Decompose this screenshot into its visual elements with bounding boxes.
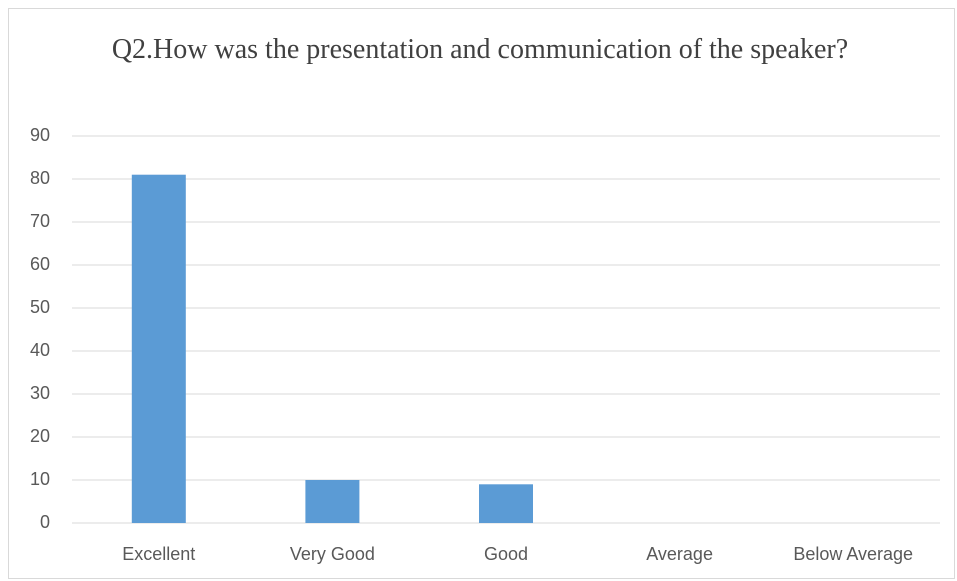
y-tick-label: 20 — [30, 426, 50, 446]
y-tick-label: 30 — [30, 383, 50, 403]
bar — [479, 484, 533, 523]
y-tick-label: 0 — [40, 512, 50, 532]
y-tick-label: 60 — [30, 254, 50, 274]
x-tick-label: Below Average — [793, 544, 913, 564]
bar — [131, 174, 186, 523]
y-tick-label: 70 — [30, 211, 50, 231]
y-tick-label: 50 — [30, 297, 50, 317]
x-tick-label: Very Good — [290, 544, 375, 564]
bar — [305, 480, 360, 523]
y-tick-label: 80 — [30, 168, 50, 188]
x-tick-label: Excellent — [122, 544, 195, 564]
chart-title: Q2.How was the presentation and communic… — [111, 34, 849, 65]
x-tick-label: Good — [484, 544, 528, 564]
y-tick-label: 10 — [30, 469, 50, 489]
chart-frame — [8, 8, 955, 579]
x-tick-label: Average — [646, 544, 713, 564]
y-tick-label: 90 — [30, 125, 50, 145]
y-tick-label: 40 — [30, 340, 50, 360]
